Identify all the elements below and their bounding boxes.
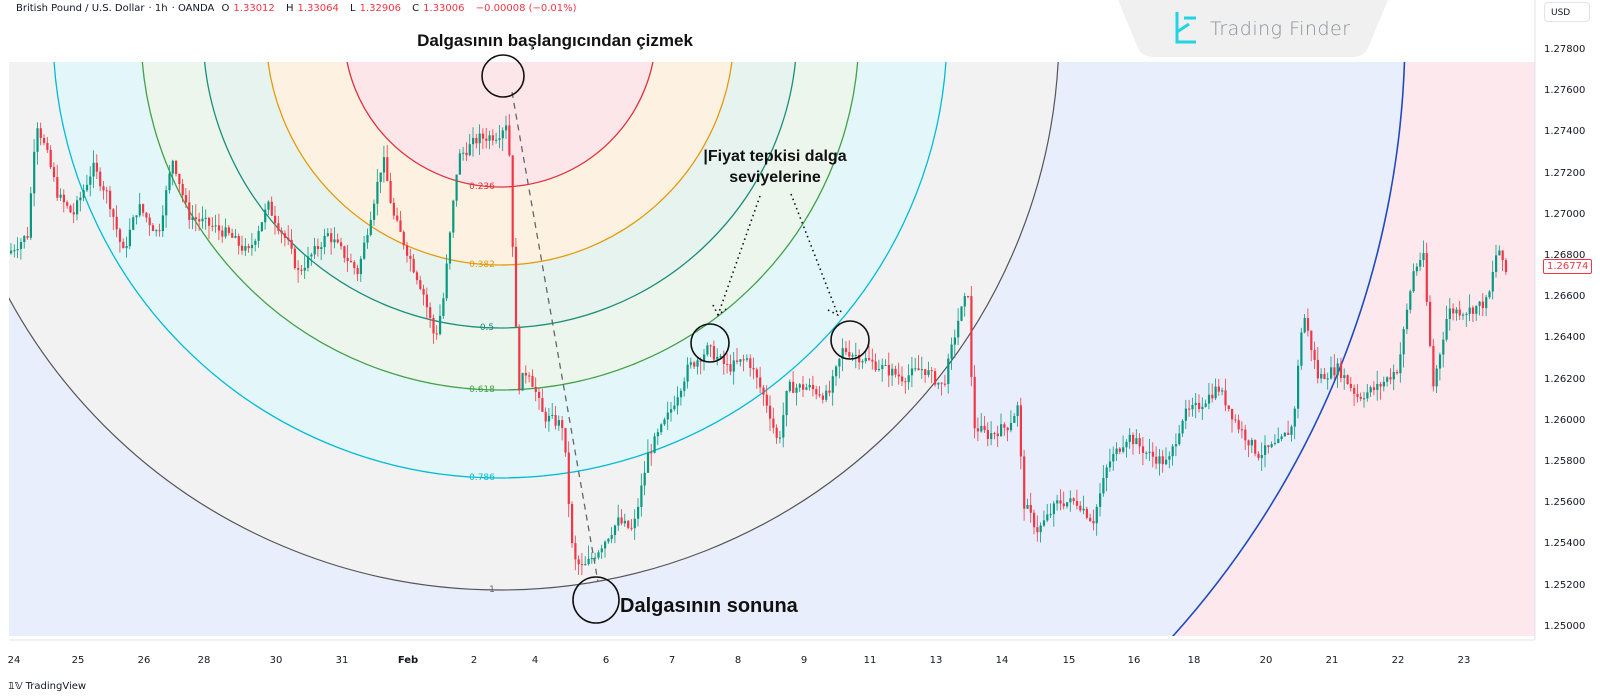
price-tick: 1.25200 bbox=[1544, 579, 1586, 591]
fib-level-label: 0.618 bbox=[469, 385, 495, 395]
annotation-arrows bbox=[712, 193, 844, 317]
high-label: H bbox=[285, 3, 294, 14]
brand-name: Trading Finder bbox=[1210, 18, 1351, 40]
time-tick: 4 bbox=[531, 655, 539, 666]
time-tick: 31 bbox=[335, 655, 349, 666]
candlestick-series bbox=[10, 114, 1508, 576]
symbol-legend: British Pound / U.S. Dollar · 1h · OANDA O… bbox=[16, 3, 577, 14]
time-tick: 9 bbox=[800, 655, 808, 666]
annotation-circles bbox=[481, 54, 870, 624]
price-tick: 1.25800 bbox=[1544, 456, 1586, 467]
price-tick: 1.26800 bbox=[1544, 250, 1586, 261]
time-tick: 11 bbox=[863, 655, 877, 666]
trend-line bbox=[511, 91, 599, 583]
annotation-reaction-line2: seviyelerine bbox=[729, 169, 821, 186]
time-tick: 21 bbox=[1325, 655, 1339, 666]
change-value: −0.00008 (−0.01%) bbox=[475, 3, 577, 14]
price-tick: 1.26400 bbox=[1544, 332, 1586, 344]
time-tick: 16 bbox=[1127, 655, 1141, 666]
price-tick: 1.26600 bbox=[1544, 291, 1586, 303]
price-tick: 1.25600 bbox=[1544, 497, 1586, 509]
annotation-reaction: |Fiyat tepkisi dalga seviyelerine bbox=[680, 146, 870, 188]
currency-button[interactable]: USD bbox=[1544, 2, 1590, 22]
symbol-name: British Pound / U.S. Dollar bbox=[16, 3, 145, 14]
time-tick: 22 bbox=[1391, 655, 1405, 666]
annotation-start: Dalgasının başlangıcından çizmek bbox=[417, 31, 693, 50]
price-tick: 1.27200 bbox=[1544, 167, 1586, 179]
time-tick: 25 bbox=[71, 655, 85, 666]
time-tick: 13 bbox=[929, 655, 943, 666]
annotation-reaction-line1: |Fiyat tepkisi dalga bbox=[703, 148, 847, 165]
fib-circles bbox=[9, 62, 1535, 636]
price-tick: 1.26200 bbox=[1544, 373, 1586, 385]
interval: 1h bbox=[154, 3, 168, 14]
time-tick: 2 bbox=[470, 655, 478, 666]
fib-level-label: 0.382 bbox=[469, 260, 495, 270]
last-price-label: 1.26774 bbox=[1543, 259, 1593, 274]
tradingview-logo-icon: 𝟙𝕍 bbox=[8, 681, 23, 692]
trading-finder-logo-icon bbox=[1175, 12, 1196, 44]
time-tick: 6 bbox=[602, 655, 610, 666]
low-label: L bbox=[350, 3, 356, 14]
time-tick: 30 bbox=[269, 655, 283, 666]
time-tick: 28 bbox=[197, 655, 211, 666]
time-tick: 15 bbox=[1062, 655, 1076, 666]
high-value: 1.33064 bbox=[297, 3, 339, 14]
time-tick: 14 bbox=[995, 655, 1009, 666]
fib-level-label: 1 bbox=[489, 585, 495, 595]
fib-level-label: 0.5 bbox=[479, 323, 495, 333]
price-tick: 1.25000 bbox=[1544, 620, 1586, 632]
fib-level-label: 0.236 bbox=[469, 182, 495, 192]
price-tick: 1.27000 bbox=[1544, 208, 1586, 220]
open-value: 1.33012 bbox=[233, 3, 275, 14]
close-value: 1.33006 bbox=[423, 3, 465, 14]
time-tick: 20 bbox=[1259, 655, 1273, 666]
open-label: O bbox=[221, 3, 230, 14]
time-tick: 23 bbox=[1457, 655, 1471, 666]
low-value: 1.32906 bbox=[359, 3, 401, 14]
time-tick: 7 bbox=[668, 655, 676, 666]
fib-level-label: 0.786 bbox=[469, 473, 495, 483]
tradingview-logo[interactable]: 𝟙𝕍 TradingView bbox=[8, 681, 86, 692]
price-tick: 1.27600 bbox=[1544, 85, 1586, 97]
tradingview-logo-text: TradingView bbox=[25, 681, 87, 692]
price-tick: 1.27400 bbox=[1544, 126, 1586, 138]
price-tick: 1.26000 bbox=[1544, 414, 1586, 426]
time-tick: 26 bbox=[137, 655, 151, 666]
annotation-end: Dalgasının sonuna bbox=[620, 595, 798, 617]
time-tick: Feb bbox=[397, 655, 419, 666]
time-tick: 8 bbox=[734, 655, 742, 666]
time-tick: 18 bbox=[1187, 655, 1201, 666]
time-tick: 24 bbox=[7, 655, 21, 666]
close-label: C bbox=[412, 3, 420, 14]
exchange: OANDA bbox=[177, 3, 215, 14]
price-tick: 1.27800 bbox=[1544, 44, 1586, 55]
price-tick: 1.25400 bbox=[1544, 538, 1586, 550]
